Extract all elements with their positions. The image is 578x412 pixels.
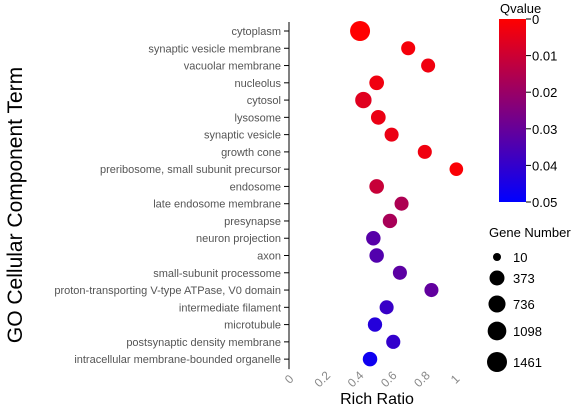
qvalue-color-bar — [499, 19, 526, 202]
data-point — [379, 300, 394, 315]
y-tick-label: presynapse — [224, 216, 281, 228]
gene-number-legend-label: 1461 — [513, 355, 542, 370]
data-point — [421, 58, 436, 73]
y-tick-label: microtubule — [224, 320, 281, 332]
data-point — [449, 162, 464, 176]
qvalue-color-legend: Qvalue 0 0.01 0.02 0.03 0.04 0.05 — [499, 1, 557, 210]
y-tick-label: nucleolus — [235, 78, 282, 90]
data-point — [367, 317, 383, 332]
gene-number-legend-items: 10 373 736 1098 1461 — [487, 250, 542, 372]
data-points — [350, 21, 464, 367]
x-tick-label: 0.4 — [345, 368, 367, 390]
gene-number-legend-circle — [487, 352, 507, 372]
x-axis: 0 0.2 0.4 0.6 0.8 1 — [282, 368, 463, 390]
qvalue-legend-ticks: 0 0.01 0.02 0.03 0.04 0.05 — [526, 12, 557, 210]
qvalue-tick-label: 0.01 — [532, 49, 557, 64]
data-point — [384, 127, 399, 142]
data-point — [370, 110, 386, 125]
data-point — [382, 213, 398, 229]
data-point — [355, 91, 372, 109]
y-tick-label: lysosome — [235, 112, 281, 124]
data-point — [401, 41, 416, 56]
gene-number-size-legend: Gene Number 10 373 736 1098 1461 — [487, 225, 571, 372]
data-point — [369, 75, 385, 91]
x-tick-label: 1 — [448, 372, 463, 387]
x-axis-title: Rich Ratio — [340, 391, 414, 407]
data-point — [362, 351, 378, 367]
y-tick-label: small-subunit processome — [153, 268, 281, 280]
gene-number-legend-label: 373 — [513, 271, 535, 286]
y-tick-label: intracellular membrane-bounded organelle — [74, 354, 281, 366]
data-point — [369, 179, 384, 194]
gene-number-legend-label: 1098 — [513, 324, 542, 339]
data-point — [366, 231, 381, 246]
y-tick-label: endosome — [230, 181, 281, 193]
gene-number-legend-circle — [488, 295, 506, 313]
y-tick-label: proton-transporting V-type ATPase, V0 do… — [54, 285, 281, 297]
data-point — [369, 248, 384, 263]
y-tick-label: growth cone — [221, 147, 281, 159]
x-tick-label: 0.2 — [312, 368, 334, 390]
gene-number-legend-circle — [489, 270, 505, 286]
y-tick-label: late endosome membrane — [153, 199, 281, 211]
y-tick-label: cytoplasm — [231, 26, 281, 38]
data-point — [386, 334, 401, 349]
gene-number-legend-title: Gene Number — [489, 225, 571, 240]
qvalue-tick-label: 0.03 — [532, 122, 557, 137]
gene-number-legend-label: 10 — [513, 250, 527, 265]
y-tick-label: postsynaptic density membrane — [126, 337, 281, 349]
y-tick-label: preribosome, small subunit precursor — [100, 164, 281, 176]
y-axis-title: GO Cellular Component Term — [4, 67, 27, 343]
y-tick-label: cytosol — [247, 95, 281, 107]
data-point — [350, 21, 371, 41]
qvalue-legend-title: Qvalue — [500, 1, 541, 16]
data-point — [417, 144, 432, 159]
x-tick-label: 0.8 — [411, 368, 433, 390]
y-tick-label: vacuolar membrane — [184, 61, 281, 73]
y-tick-label: intermediate filament — [179, 302, 281, 314]
gene-number-legend-circle — [487, 321, 507, 341]
qvalue-tick-label: 0.02 — [532, 85, 557, 100]
y-tick-label: neuron projection — [196, 233, 281, 245]
data-point — [392, 265, 407, 280]
x-tick-label: 0.6 — [378, 368, 400, 390]
x-tick-label: 0 — [282, 372, 297, 387]
qvalue-tick-label: 0.05 — [532, 195, 557, 210]
y-tick-label: axon — [257, 251, 281, 263]
gene-number-legend-circle — [493, 253, 501, 261]
gene-number-legend-label: 736 — [513, 297, 535, 312]
y-tick-label: synaptic vesicle — [204, 130, 281, 142]
data-point — [424, 283, 439, 298]
data-point — [394, 196, 409, 211]
qvalue-tick-label: 0 — [532, 12, 539, 27]
y-axis: cytoplasm synaptic vesicle membrane vacuol… — [54, 22, 290, 370]
y-tick-label: synaptic vesicle membrane — [148, 43, 281, 55]
qvalue-tick-label: 0.04 — [532, 158, 557, 173]
